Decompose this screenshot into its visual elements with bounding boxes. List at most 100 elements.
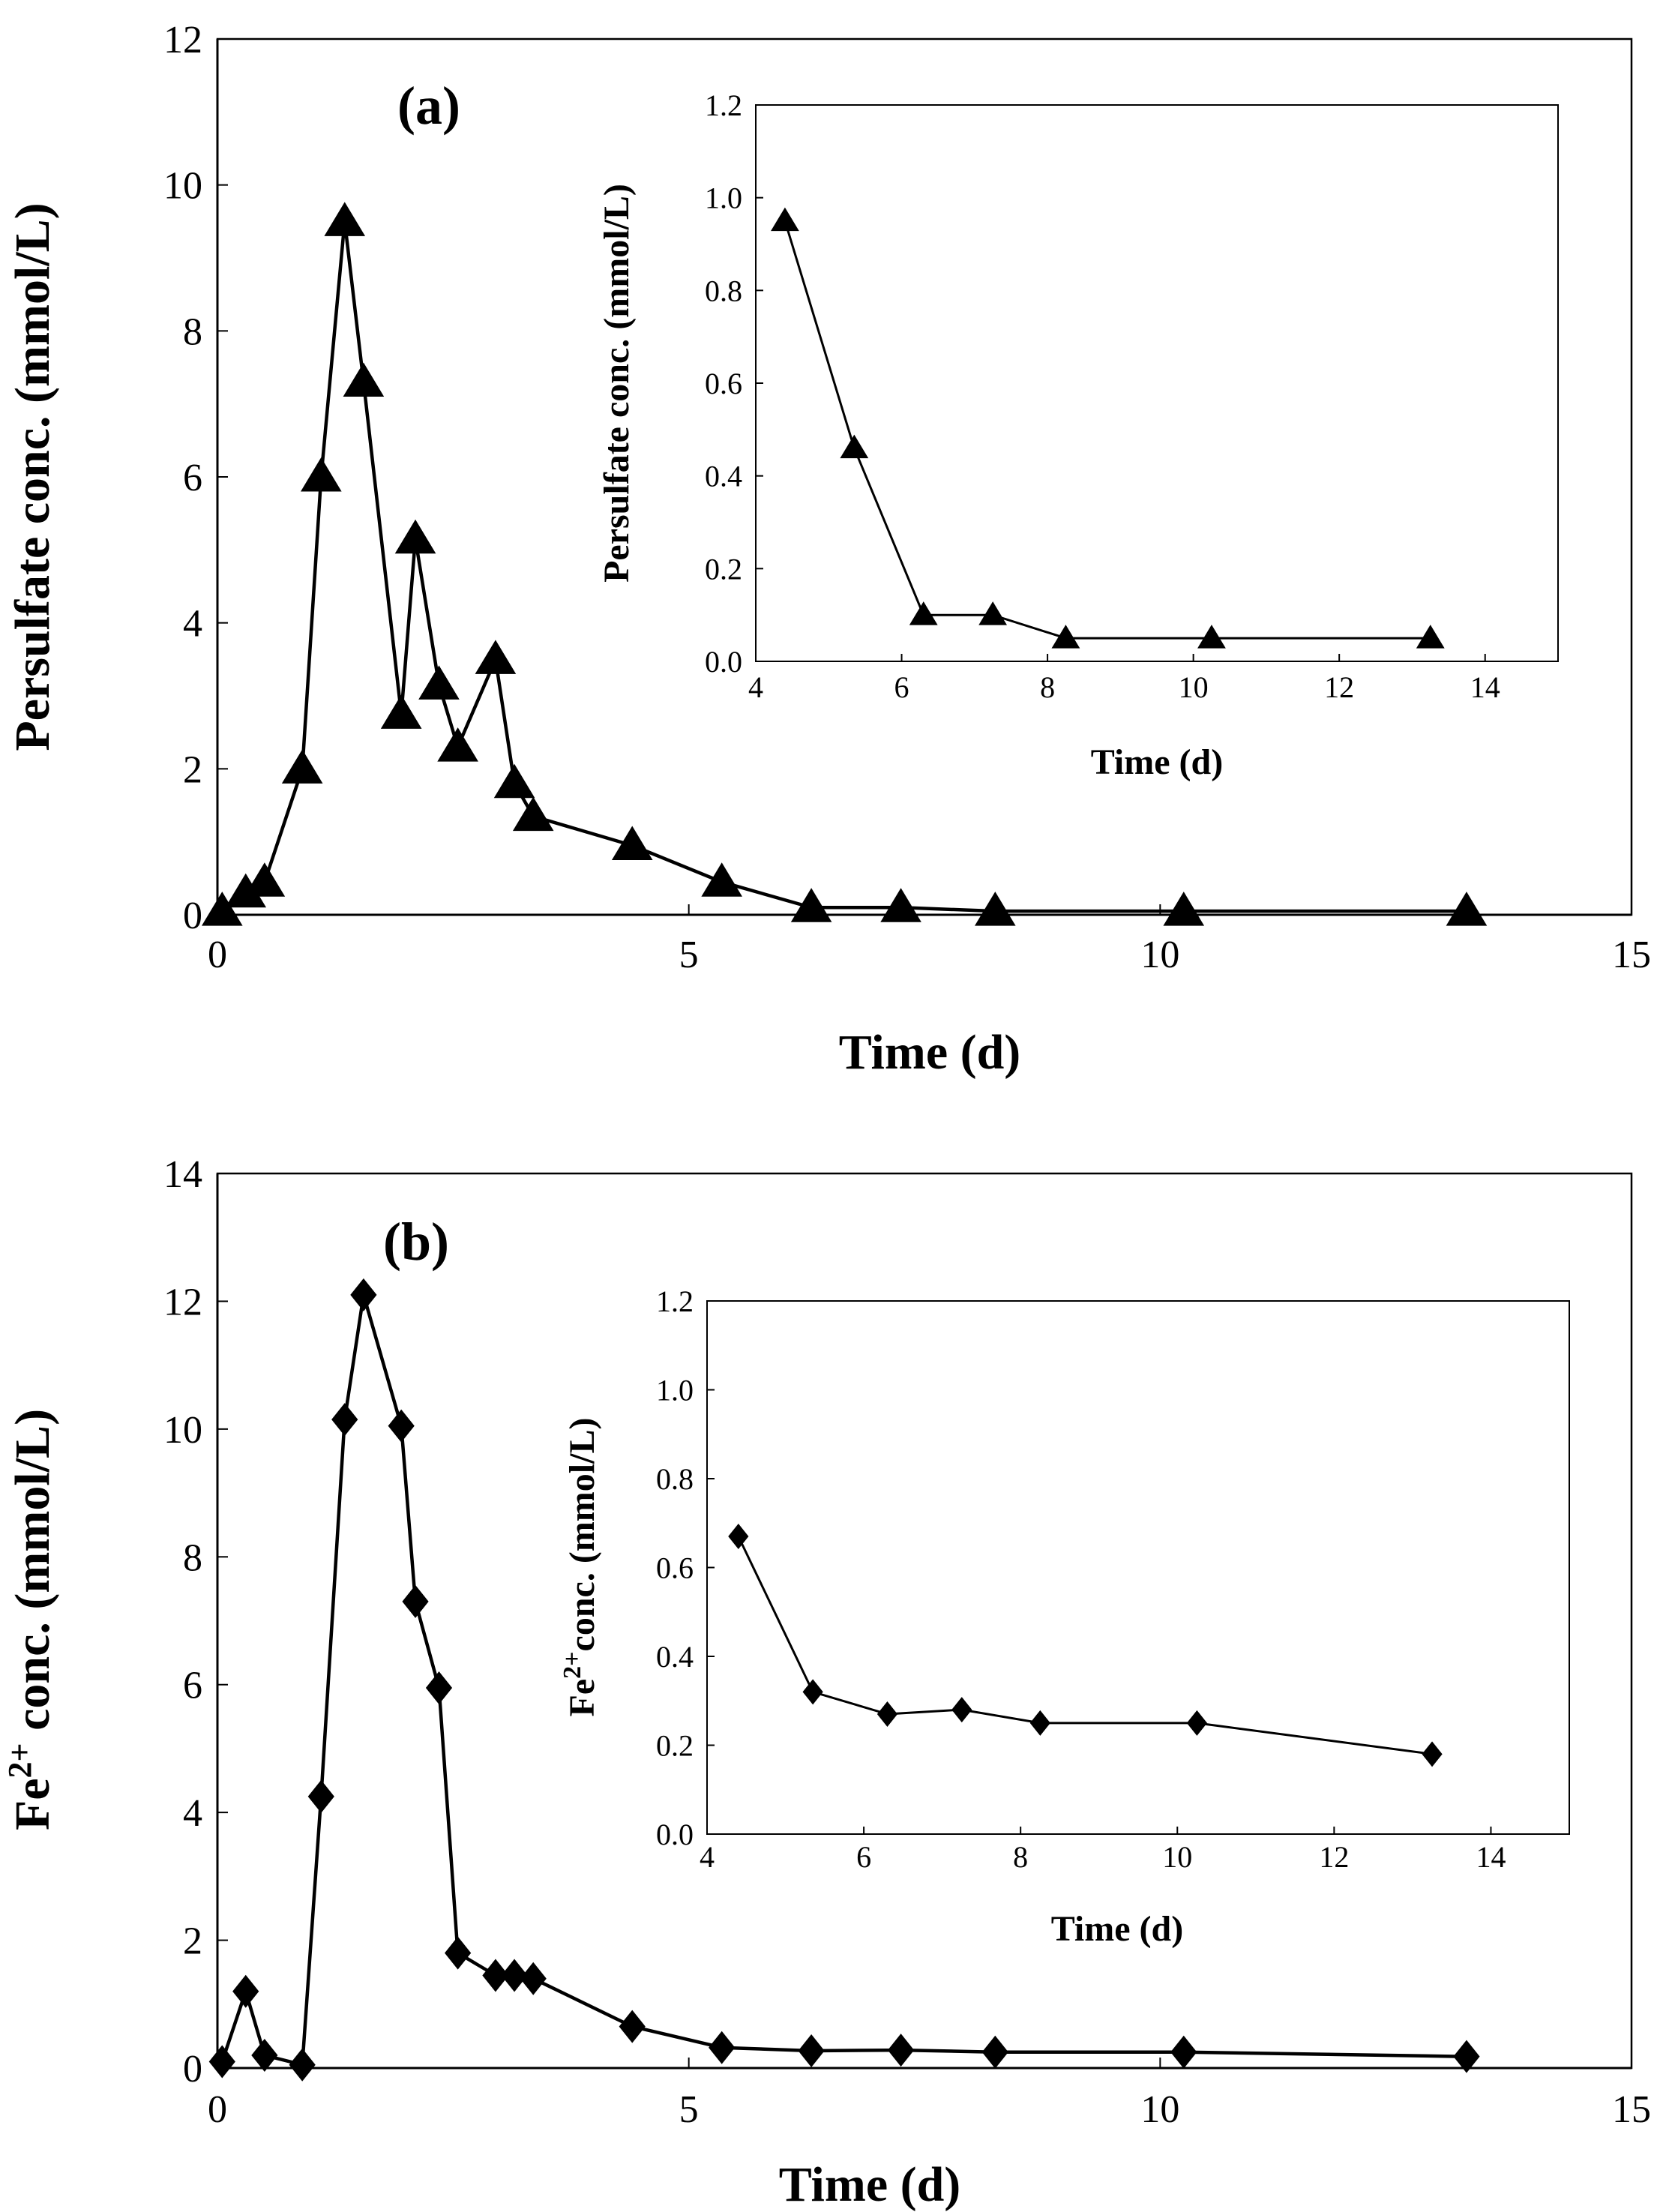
data-point-diamond [520,1962,547,1995]
panel-b-inset-y-axis-title-main: Fe [562,1679,602,1717]
panel-b-inset-y-axis-title-rest: conc. (mmol/L) [562,1418,602,1652]
panel-b-y-axis-title-rest: conc. (mmol/L) [5,1409,60,1743]
inset-y-tick-label: 0.0 [656,1818,694,1851]
inset-data-point-triangle [840,434,869,459]
inset-x-tick-label: 12 [1319,1840,1349,1874]
data-point-diamond [981,2035,1008,2069]
data-point-triangle [701,862,742,897]
inset-y-tick-label: 1.0 [656,1374,694,1407]
panel-a-inset-x-tick-labels: 4 6 8 10 12 14 [748,654,1500,704]
data-point-triangle [1163,892,1205,926]
inset-x-tick-label: 4 [748,670,763,704]
inset-data-point-diamond [951,1697,972,1723]
panel-a-inset: 0.0 0.2 0.4 0.6 0.8 1.0 1.2 4 6 8 10 12 14 Time (d)… [597,88,1559,782]
inset-x-tick-label: 8 [1013,1840,1028,1874]
inset-data-point-diamond [802,1679,823,1705]
inset-x-tick-label: 10 [1162,1840,1192,1874]
inset-x-tick-label: 8 [1040,670,1055,704]
y-tick-label: 6 [183,1665,202,1707]
inset-y-tick-label: 0.6 [705,367,742,400]
panel-b-series [208,1278,1480,2082]
inset-y-tick-label: 0.0 [705,645,742,679]
y-tick-label: 4 [183,603,202,646]
panel-a-y-tick-labels: 0 2 4 6 8 10 12 [163,19,228,937]
y-tick-label: 10 [163,165,202,208]
inset-x-tick-label: 6 [894,670,909,704]
panel-b-inset-x-axis-title: Time (d) [1051,1909,1183,1949]
inset-y-tick-label: 1.2 [656,1284,694,1318]
panel-b-y-tick-labels: 0 2 4 6 8 10 12 14 [163,1153,228,2091]
panel-b-inset: 0.0 0.2 0.4 0.6 0.8 1.0 1.2 4 6 8 10 12 14 Time (d)… [559,1284,1570,1949]
data-point-diamond [445,1936,472,1970]
panel-a-inset-y-tick-labels: 0.0 0.2 0.4 0.6 0.8 1.0 1.2 [705,88,763,679]
panel-a-inset-frame [755,104,1559,662]
panel-a-inset-series [771,207,1445,649]
panel-b-inset-x-tick-labels: 4 6 8 10 12 14 [700,1827,1506,1874]
y-tick-label: 10 [163,1409,202,1452]
y-tick-label: 12 [163,1281,202,1323]
data-point-diamond [482,1959,509,1992]
inset-data-point-triangle [1051,625,1080,649]
data-point-diamond [1453,2040,1480,2073]
y-tick-label: 2 [183,1920,202,1963]
y-tick-label: 14 [163,1153,202,1196]
inset-y-tick-label: 0.2 [705,552,742,586]
inset-x-tick-label: 14 [1470,670,1500,704]
data-point-triangle [343,362,385,397]
y-tick-label: 0 [183,895,202,937]
y-tick-label: 12 [163,19,202,61]
data-point-diamond [350,1278,377,1311]
panel-b-inset-y-axis-title: Fe2+conc. (mmol/L) [559,1418,602,1717]
data-point-triangle [225,873,267,908]
data-point-diamond [307,1779,334,1813]
inset-x-tick-label: 10 [1179,670,1209,704]
inset-y-tick-label: 1.0 [705,181,742,215]
inset-data-point-diamond [876,1701,898,1728]
inset-y-tick-label: 0.6 [656,1551,694,1585]
data-point-diamond [232,1974,259,2008]
data-point-diamond [402,1584,429,1618]
inset-data-point-diamond [728,1524,749,1550]
panel-a-label: (a) [397,76,460,136]
data-point-triangle [437,727,478,762]
data-point-triangle [880,888,921,922]
data-point-diamond [251,2038,278,2072]
inset-data-point-triangle [771,207,799,232]
panel-b-x-tick-labels: 0 5 10 15 [208,2058,1651,2131]
panel-b-inset-frame [706,1300,1570,1835]
inset-data-point-diamond [1422,1741,1443,1767]
data-point-diamond [709,2031,736,2064]
y-tick-label: 8 [183,310,202,353]
data-point-triangle [512,796,554,832]
inset-y-tick-label: 1.2 [705,88,742,122]
inset-data-point-diamond [1029,1710,1050,1736]
inset-data-point-diamond [1186,1710,1208,1736]
data-point-triangle [611,826,653,861]
panel-b-y-axis-title-superscript: 2+ [1,1743,38,1778]
data-point-triangle [380,694,422,729]
inset-y-tick-label: 0.4 [705,460,742,493]
inset-y-tick-label: 0.2 [656,1729,694,1763]
data-point-triangle [394,519,436,554]
panel-a-persulfate-chart: 0 2 4 6 8 10 12 0 5 10 15 (a) Time (d) Persulfate… [5,19,1651,1080]
data-point-diamond [887,2034,915,2067]
data-point-triangle [790,888,832,922]
x-tick-label: 10 [1140,934,1179,976]
y-tick-label: 2 [183,748,202,791]
y-tick-label: 8 [183,1536,202,1579]
x-tick-label: 5 [679,2088,699,2131]
panel-a-inset-y-axis-title: Persulfate conc. (mmol/L) [597,184,637,583]
data-point-diamond [208,2045,235,2079]
inset-data-point-triangle [1416,625,1445,649]
x-tick-label: 0 [208,934,227,976]
panel-b-x-axis-title: Time (d) [779,2157,961,2212]
data-point-triangle [418,665,460,700]
data-point-diamond [1170,2035,1197,2069]
x-tick-label: 5 [679,934,699,976]
data-point-triangle [493,763,535,799]
data-point-triangle [1446,892,1488,926]
inset-data-point-triangle [909,601,938,625]
panel-a-x-tick-labels: 0 5 10 15 [208,904,1651,976]
inset-x-tick-label: 12 [1324,670,1354,704]
y-tick-label: 4 [183,1792,202,1835]
